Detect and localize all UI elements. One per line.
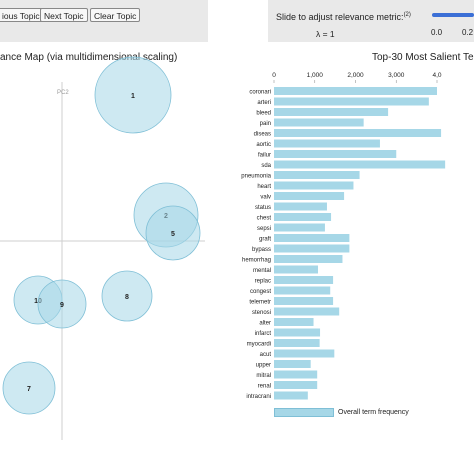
term-label-bypass[interactable]: bypass <box>252 247 271 253</box>
term-label-telemetr[interactable]: telemetr <box>249 299 271 305</box>
term-label-coronari[interactable]: coronari <box>249 89 271 95</box>
term-label-hemorrhag[interactable]: hemorrhag <box>242 257 271 263</box>
legend-label-overall: Overall term frequency <box>338 409 409 416</box>
term-label-status[interactable]: status <box>255 205 271 211</box>
topic-bubble-9[interactable] <box>37 279 87 329</box>
topic-label-9: 9 <box>60 302 64 309</box>
topic-bubble-5[interactable] <box>145 205 201 261</box>
term-label-bleed[interactable]: bleed <box>256 110 271 116</box>
term-label-infarct[interactable]: infarct <box>255 331 272 337</box>
x-tick-label: 2,000 <box>347 72 364 79</box>
term-label-stenosi[interactable]: stenosi <box>252 310 271 316</box>
slider-label: Slide to adjust relevance metric:(2) <box>276 12 411 22</box>
topic-bubble-8[interactable] <box>101 270 153 322</box>
term-label-diseas[interactable]: diseas <box>254 131 271 137</box>
bar-congest[interactable] <box>274 286 331 295</box>
bar-bypass[interactable] <box>274 244 350 253</box>
bar-telemetr[interactable] <box>274 297 334 305</box>
term-label-renal[interactable]: renal <box>258 383 271 389</box>
next-topic-button[interactable]: Next Topic <box>40 8 88 22</box>
bar-sepsi[interactable] <box>274 223 325 232</box>
term-label-arteri[interactable]: arteri <box>257 100 271 106</box>
term-label-intracrani[interactable]: intracrani <box>246 394 271 400</box>
bar-sda[interactable] <box>274 160 446 169</box>
topic-label-1: 1 <box>131 93 135 100</box>
term-label-failur[interactable]: failur <box>258 152 271 158</box>
term-label-valv[interactable]: valv <box>260 194 271 200</box>
term-label-pneumonia[interactable]: pneumonia <box>241 173 271 179</box>
slider-label-text: Slide to adjust relevance metric: <box>276 12 404 22</box>
term-label-replac[interactable]: replac <box>255 278 271 284</box>
term-label-myocardi[interactable]: myocardi <box>247 341 271 347</box>
bar-graft[interactable] <box>274 234 350 242</box>
topic-label-8: 8 <box>125 294 129 301</box>
x-tick-label: 1,000 <box>307 72 324 79</box>
term-label-alter[interactable]: alter <box>259 320 271 326</box>
bar-chest[interactable] <box>274 213 332 221</box>
bar-stenosi[interactable] <box>274 307 340 316</box>
topic-label-5: 5 <box>171 231 175 238</box>
term-label-graft[interactable]: graft <box>259 236 271 242</box>
bar-upper[interactable] <box>274 360 311 368</box>
bar-aortic[interactable] <box>274 139 380 148</box>
bar-arteri[interactable] <box>274 97 429 106</box>
term-label-upper[interactable]: upper <box>256 362 271 368</box>
term-label-sda[interactable]: sda <box>261 163 271 169</box>
bar-bleed[interactable] <box>274 108 389 116</box>
bar-diseas[interactable] <box>274 129 442 137</box>
topic-toolbar: ious Topic Next Topic Clear Topic <box>0 0 208 42</box>
bar-alter[interactable] <box>274 318 314 326</box>
topic-bubble-7[interactable] <box>2 361 56 415</box>
term-label-chest[interactable]: chest <box>257 215 272 221</box>
bar-heart[interactable] <box>274 181 354 190</box>
term-label-sepsi[interactable]: sepsi <box>257 226 271 232</box>
slider-footnote: (2) <box>403 12 411 18</box>
term-label-acut[interactable]: acut <box>260 352 272 358</box>
term-label-aortic[interactable]: aortic <box>256 142 271 148</box>
relevance-slider-panel: Slide to adjust relevance metric:(2) λ =… <box>268 0 474 42</box>
bar-myocardi[interactable] <box>274 339 320 347</box>
lambda-value: λ = 1 <box>316 29 335 39</box>
pc2-axis-label: PC2 <box>57 90 69 96</box>
bar-infarct[interactable] <box>274 328 321 337</box>
slider-tick-1: 0.2 <box>462 28 474 37</box>
x-tick-label: 4,0 <box>432 72 441 79</box>
clear-topic-button[interactable]: Clear Topic <box>90 8 141 22</box>
bar-pain[interactable] <box>274 118 364 127</box>
term-label-congest[interactable]: congest <box>250 289 271 295</box>
x-tick-label: 3,000 <box>388 72 405 79</box>
x-tick-label: 0 <box>272 72 276 79</box>
legend-swatch-overall <box>274 408 334 417</box>
salient-terms-chart: 0 1,000 2,000 3,000 4,0 coronari arteri bleed pa… <box>241 72 446 400</box>
intertopic-distance-map: PC2 12581097 <box>0 56 205 440</box>
bar-mental[interactable] <box>274 265 319 274</box>
term-label-pain[interactable]: pain <box>260 121 271 127</box>
term-label-heart[interactable]: heart <box>257 184 271 190</box>
bar-renal[interactable] <box>274 381 318 389</box>
intertopic-map-title: ance Map (via multidimensional scaling) <box>0 52 178 63</box>
bar-pneumonia[interactable] <box>274 171 360 179</box>
bar-coronari[interactable] <box>274 87 437 95</box>
term-label-mental[interactable]: mental <box>253 268 271 274</box>
bar-acut[interactable] <box>274 349 335 358</box>
term-label-mitral[interactable]: mitral <box>256 373 271 379</box>
bar-mitral[interactable] <box>274 370 318 379</box>
topic-label-7: 7 <box>27 386 31 393</box>
bar-status[interactable] <box>274 202 327 211</box>
relevance-slider[interactable] <box>432 13 474 17</box>
topic-bubble-1[interactable] <box>94 56 172 134</box>
bar-replac[interactable] <box>274 276 334 284</box>
bar-failur[interactable] <box>274 150 397 158</box>
bar-hemorrhag[interactable] <box>274 255 343 263</box>
chart-title: Top-30 Most Salient Te <box>372 52 474 63</box>
bar-valv[interactable] <box>274 192 345 200</box>
slider-tick-0: 0.0 <box>431 28 443 37</box>
bar-intracrani[interactable] <box>274 391 308 400</box>
